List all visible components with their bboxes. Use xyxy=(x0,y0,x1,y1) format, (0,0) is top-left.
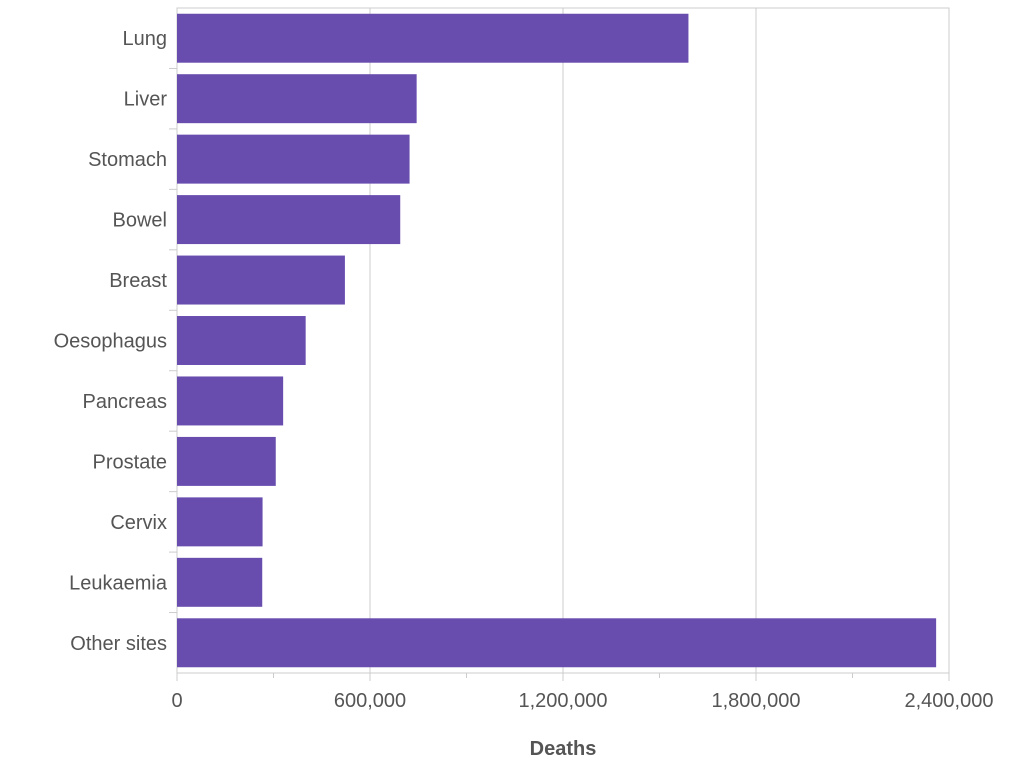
bar-prostate xyxy=(177,436,276,486)
category-label: Prostate xyxy=(93,451,167,473)
x-tick-label: 2,400,000 xyxy=(905,690,994,712)
category-label: Lung xyxy=(123,28,168,50)
x-tick-label: 1,200,000 xyxy=(519,690,608,712)
category-label: Oesophagus xyxy=(54,331,167,353)
bar-oesophagus xyxy=(177,316,306,365)
category-label: Pancreas xyxy=(83,391,168,413)
bars xyxy=(177,13,937,668)
x-tick-label: 1,800,000 xyxy=(712,690,801,712)
category-label: Stomach xyxy=(88,149,167,171)
bar-leukaemia xyxy=(177,557,263,607)
bar-stomach xyxy=(177,134,410,184)
category-label: Leukaemia xyxy=(69,572,168,594)
category-label: Bowel xyxy=(113,210,167,232)
x-tick-label: 0 xyxy=(171,690,182,712)
category-labels: Lung Liver Stomach Bowel Breast Oesophagus Pan… xyxy=(54,28,177,655)
bar-bowel xyxy=(177,195,401,245)
gridlines xyxy=(369,8,757,673)
category-label: Liver xyxy=(124,89,168,111)
bar-lung xyxy=(177,13,689,63)
x-axis-title: Deaths xyxy=(530,738,597,760)
bar-pancreas xyxy=(177,376,284,426)
bar-liver xyxy=(177,74,417,124)
bar-other-sites xyxy=(177,618,937,668)
x-axis-ticks: 0 600,000 1,200,000 1,800,000 2,400,000 xyxy=(171,673,993,712)
bar-breast xyxy=(177,255,345,305)
category-label: Cervix xyxy=(110,512,167,534)
category-label: Other sites xyxy=(70,633,167,655)
x-tick-label: 600,000 xyxy=(334,690,406,712)
bar-cervix xyxy=(177,497,263,547)
category-label: Breast xyxy=(109,270,167,292)
